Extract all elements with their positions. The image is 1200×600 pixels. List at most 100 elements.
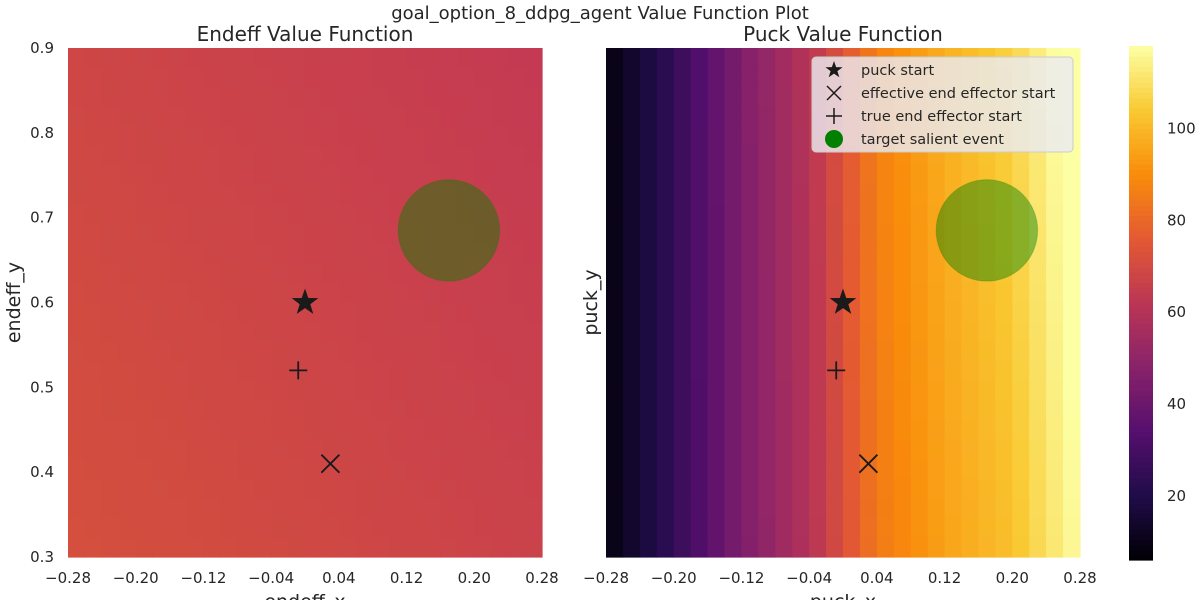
heatmap-cell: [406, 380, 425, 401]
heatmap-cell: [690, 498, 709, 519]
heatmap-cell: [944, 517, 963, 539]
heatmap-cell: [1063, 361, 1081, 382]
heatmap-cell: [237, 341, 255, 362]
heatmap-cell: [457, 126, 475, 147]
heatmap-cell: [186, 400, 205, 421]
heatmap-cell: [457, 380, 475, 401]
heatmap-cell: [220, 224, 238, 245]
heatmap-cell: [656, 145, 675, 167]
heatmap-cell: [389, 185, 408, 206]
heatmap-cell: [876, 165, 895, 186]
heatmap-cell: [656, 361, 675, 382]
heatmap-cell: [690, 224, 709, 245]
heatmap-cell: [423, 48, 442, 69]
heatmap-cell: [792, 419, 810, 441]
heatmap-cell: [203, 67, 221, 88]
heatmap-cell: [639, 478, 658, 499]
heatmap-cell: [978, 517, 996, 539]
heatmap-cell: [288, 459, 306, 480]
heatmap-cell: [775, 478, 793, 499]
heatmap-cell: [135, 517, 154, 539]
heatmap-cell: [169, 419, 188, 441]
heatmap-cell: [508, 498, 526, 519]
heatmap-cell: [758, 48, 776, 69]
heatmap-cell: [305, 322, 323, 343]
heatmap-cell: [355, 517, 374, 539]
heatmap-cell: [152, 380, 171, 401]
colorbar-segment: [1129, 488, 1153, 494]
heatmap-cell: [338, 341, 357, 362]
heatmap-cell: [606, 243, 624, 264]
heatmap-cell: [491, 87, 509, 108]
heatmap-cell: [1029, 302, 1047, 323]
heatmap-cell: [656, 67, 675, 88]
colorbar-segment: [1129, 395, 1153, 402]
colorbar-segment: [1129, 71, 1153, 78]
heatmap-cell: [254, 537, 272, 558]
heatmap-cell: [792, 106, 810, 127]
heatmap-cell: [491, 282, 509, 304]
heatmap-cell: [673, 204, 692, 225]
heatmap-cell: [673, 126, 692, 147]
heatmap-cell: [978, 478, 996, 499]
heatmap-cell: [724, 341, 743, 362]
heatmap-cell: [338, 145, 357, 167]
heatmap-cell: [876, 439, 895, 460]
heatmap-cell: [321, 204, 340, 225]
heatmap-cell: [169, 400, 188, 421]
y-axis-label: puck_y: [580, 269, 602, 335]
heatmap-cell: [639, 106, 658, 127]
heatmap-cell: [639, 341, 658, 362]
heatmap-cell: [792, 361, 810, 382]
heatmap-cell: [1029, 341, 1047, 362]
heatmap-cell: [118, 380, 137, 401]
heatmap-cell: [1012, 341, 1030, 362]
heatmap-cell: [338, 87, 357, 108]
heatmap-cell: [622, 224, 641, 245]
heatmap-cell: [101, 322, 120, 343]
heatmap-cell: [135, 243, 154, 264]
heatmap-cell: [606, 185, 624, 206]
heatmap-cell: [741, 204, 759, 225]
heatmap-cell: [944, 537, 963, 558]
heatmap-cell: [809, 517, 827, 539]
heatmap-cell: [288, 478, 306, 499]
heatmap-cell: [135, 380, 154, 401]
heatmap-cell: [758, 282, 776, 304]
heatmap-cell: [690, 48, 709, 69]
heatmap-cell: [457, 361, 475, 382]
heatmap-cell: [68, 48, 86, 69]
heatmap-cell: [203, 126, 221, 147]
heatmap-cell: [893, 537, 912, 558]
heatmap-cell: [271, 282, 289, 304]
heatmap-cell: [84, 380, 103, 401]
heatmap-cell: [423, 537, 442, 558]
heatmap-cell: [288, 145, 306, 167]
heatmap-cell: [606, 439, 624, 460]
heatmap-cell: [288, 380, 306, 401]
heatmap-cell: [1046, 498, 1064, 519]
heatmap-cell: [118, 48, 137, 69]
heatmap-cell: [673, 87, 692, 108]
heatmap-cell: [639, 67, 658, 88]
heatmap-cell: [457, 537, 475, 558]
heatmap-cell: [809, 439, 827, 460]
heatmap-cell: [910, 224, 929, 245]
heatmap-cell: [440, 419, 458, 441]
heatmap-cell: [724, 48, 743, 69]
heatmap-cell: [254, 478, 272, 499]
heatmap-cell: [893, 341, 912, 362]
colorbar-segment: [1129, 426, 1153, 433]
heatmap-cell: [809, 380, 827, 401]
heatmap-cell: [978, 439, 996, 460]
heatmap-cell: [741, 263, 759, 284]
heatmap-cell: [944, 478, 963, 499]
heatmap-cell: [254, 459, 272, 480]
heatmap-cell: [355, 322, 374, 343]
heatmap-cell: [355, 243, 374, 264]
heatmap-cell: [1012, 282, 1030, 304]
heatmap-cell: [135, 126, 154, 147]
heatmap-cell: [826, 517, 844, 539]
heatmap-cell: [135, 67, 154, 88]
